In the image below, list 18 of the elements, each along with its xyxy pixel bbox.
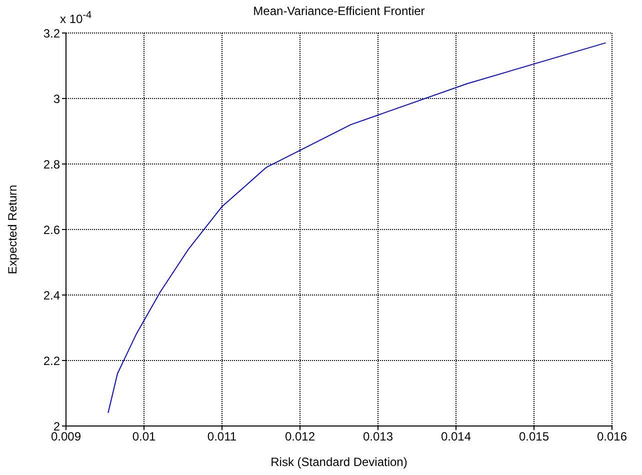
x-tick-label: 0.015 xyxy=(518,430,550,444)
x-tick-label: 0.01 xyxy=(132,430,156,444)
x-tick-label: 0.016 xyxy=(596,430,628,444)
y-tick-label: 2.8 xyxy=(43,157,60,172)
y-tick-label: 2.2 xyxy=(43,354,60,368)
y-tick-label: 2.6 xyxy=(43,222,60,237)
x-tick-label: 0.013 xyxy=(362,430,394,444)
y-tick-label: 3.2 xyxy=(43,26,60,40)
x-axis-title: Risk (Standard Deviation) xyxy=(270,455,408,469)
y-axis-title: Expected Return xyxy=(5,184,20,274)
line-series xyxy=(108,42,606,414)
x-tick-label: 0.012 xyxy=(284,430,316,444)
chart-title: Mean-Variance-Efficient Frontier xyxy=(253,4,425,18)
x-tick-label: 0.011 xyxy=(207,430,237,444)
y-tick-label: 3 xyxy=(53,92,60,106)
x-tick-label: 0.014 xyxy=(440,430,472,444)
y-tick-label: 2.4 xyxy=(43,288,60,302)
text: x 10$^{-4}$ xyxy=(60,10,92,26)
